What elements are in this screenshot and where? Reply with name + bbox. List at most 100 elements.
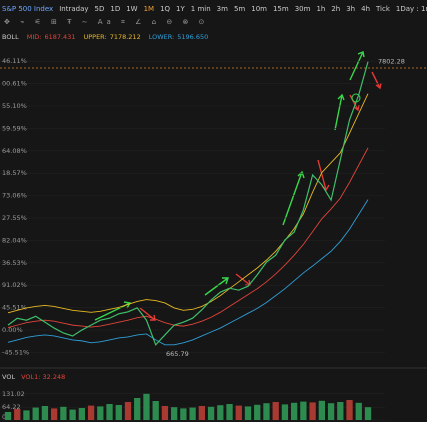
volume-bar <box>309 402 316 420</box>
volume-bar <box>263 403 270 420</box>
volume-name[interactable]: VOL <box>2 373 16 381</box>
timeframe-tab[interactable]: 4h <box>361 5 370 13</box>
timeframe-tab[interactable]: 3h <box>346 5 356 13</box>
volume-bar <box>364 407 372 420</box>
y-tick-label: 131.02 <box>2 390 25 398</box>
volume-bar <box>300 401 307 420</box>
volume-bar <box>189 407 196 420</box>
volume-bar <box>115 405 122 420</box>
timeframe-tab[interactable]: 10m <box>251 5 267 13</box>
volume-bar <box>272 402 279 420</box>
y-tick-label: 46.11% <box>2 57 27 65</box>
series-line <box>7 147 369 329</box>
indicator-label: MID: <box>26 32 42 41</box>
indicator-label: LOWER: <box>148 32 175 41</box>
toolbar: S&P 500 Index Intraday 5D 1D 1W 1M 1Q 1Y 1 min 3… <box>0 0 427 18</box>
volume-bar <box>143 393 150 420</box>
volume-item-label: VOL1: <box>21 373 41 381</box>
y-tick-label: 27.55% <box>2 214 27 222</box>
volume-bar <box>235 405 242 420</box>
symbol-title[interactable]: S&P 500 Index <box>2 5 54 13</box>
timeframe-tab[interactable]: 15m <box>272 5 289 13</box>
timeframe-tab[interactable]: 1M <box>143 5 155 13</box>
volume-bar <box>337 402 344 420</box>
indicator-label: UPPER: <box>83 32 107 41</box>
volume-bar <box>327 403 335 420</box>
drawing-tools[interactable]: ✥ ⌁ ⚟ ⊞ Ŧ ∼ Aa ⌗ ∠ ⌂ ⊖ ⊗ ⊙ <box>4 18 209 26</box>
volume-bar <box>78 408 85 420</box>
y-tick-label: 64.22 <box>2 403 21 411</box>
volume-bar <box>97 406 104 420</box>
timeframe-tab[interactable]: 1W <box>126 5 138 13</box>
volume-bar <box>4 412 12 420</box>
series-line <box>7 199 369 346</box>
volume-bar <box>346 400 353 420</box>
volume-bar <box>14 409 21 420</box>
y-tick-label: 73.06% <box>2 192 27 200</box>
y-tick-label: -45.51% <box>2 348 29 356</box>
indicator-header: BOLL MID: 6187.431 UPPER: 7178.212 LOWER: 519… <box>2 31 208 42</box>
volume-bar <box>134 398 141 420</box>
y-tick-label: 82.04% <box>2 236 27 244</box>
volume-bar <box>217 405 224 420</box>
y-tick-label: 64.08% <box>2 147 27 155</box>
indicator-value: 7178.212 <box>109 32 141 41</box>
y-tick-label: 36.53% <box>2 259 27 267</box>
price-annotation: 7802.28 <box>378 58 405 66</box>
volume-bar <box>180 408 187 420</box>
volume-bar <box>87 405 95 420</box>
timeframe-tab[interactable]: Tick <box>376 5 390 13</box>
volume-bar <box>41 406 49 420</box>
volume-bar <box>198 406 205 420</box>
indicator-value: 5196.650 <box>177 32 209 41</box>
volume-bar <box>60 406 67 420</box>
timeframe-tab[interactable]: 1Y <box>176 5 185 13</box>
volume-bar <box>318 400 325 420</box>
timeframe-tab[interactable]: 1D <box>110 5 121 13</box>
arrows <box>94 51 382 321</box>
volume-bar <box>32 407 39 420</box>
volume-bar <box>161 406 169 420</box>
y-tick-label: 45.51% <box>2 304 27 312</box>
series-line <box>7 61 369 346</box>
indicator-name[interactable]: BOLL <box>2 32 19 41</box>
volume-bar <box>207 406 215 420</box>
y-tick-label: 00.61% <box>2 80 27 88</box>
y-tick-label: 0 <box>2 413 6 421</box>
volume-bar <box>152 401 159 420</box>
timeframe-tab[interactable]: 1Q <box>160 5 171 13</box>
volume-bar <box>281 404 289 420</box>
indicator-value: 6187.431 <box>44 32 76 41</box>
timeframe-tab[interactable]: 5m <box>233 5 246 13</box>
volume-header: VOL VOL1: 32.248 <box>2 372 65 382</box>
y-tick-label: 55.10% <box>2 102 27 110</box>
y-tick-label: 0.00% <box>2 326 23 334</box>
y-tick-label: 59.59% <box>2 124 27 132</box>
timeframe-tab[interactable]: 3m <box>216 5 228 13</box>
timeframe-tab[interactable]: Intraday <box>59 5 89 13</box>
volume-bar <box>244 406 252 420</box>
volume-bar <box>51 408 58 420</box>
series-line <box>7 93 369 314</box>
y-tick-label: 18.57% <box>2 169 27 177</box>
timeframe-tab[interactable]: 2h <box>331 5 341 13</box>
timeframe-tab[interactable]: 30m <box>294 5 311 13</box>
volume-bar <box>69 409 76 420</box>
volume-bar <box>226 404 233 420</box>
volume-bar <box>124 402 132 420</box>
y-tick-label: 91.02% <box>2 281 27 289</box>
price-annotation: 665.79 <box>166 350 189 358</box>
volume-item-value: 32.248 <box>42 373 66 381</box>
timeframe-tab[interactable]: 5D <box>94 5 105 13</box>
timeframe-tab[interactable]: 1 min <box>190 5 211 13</box>
volume-bar <box>291 402 298 420</box>
volume-bar <box>254 404 261 420</box>
volume-bar <box>106 404 113 420</box>
volume-bar <box>355 402 362 420</box>
volume-bar <box>23 410 30 420</box>
volume-bar <box>171 407 178 420</box>
timeframe-tab[interactable]: 1h <box>316 5 326 13</box>
timeframe-tab[interactable]: 1Day : 1m <box>395 5 427 13</box>
